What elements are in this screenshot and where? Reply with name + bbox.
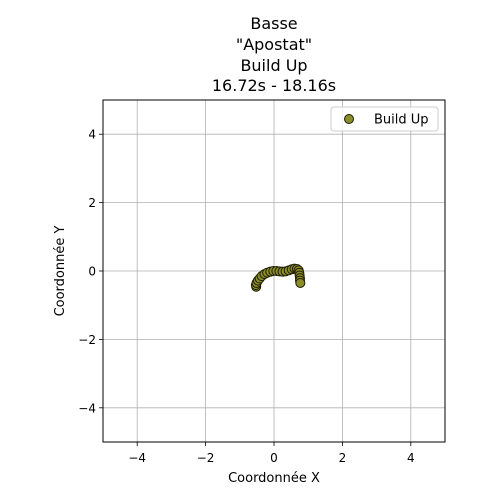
chart-title: Basse "Apostat" Build Up 16.72s - 18.16s <box>212 14 336 95</box>
legend-label: Build Up <box>374 113 429 128</box>
y-axis-label: Coordonnée Y <box>53 226 68 317</box>
y-tick-label: 4 <box>88 128 96 142</box>
chart-title-line-1: Basse <box>250 14 297 33</box>
legend: Build Up <box>330 106 439 132</box>
legend-box <box>330 106 439 132</box>
y-tick-label: −2 <box>78 333 96 347</box>
data-layer <box>250 263 306 292</box>
y-tick-label: 2 <box>88 196 96 210</box>
x-axis-label: Coordonnée X <box>228 471 320 486</box>
scatter-point <box>295 277 306 288</box>
y-axis-ticks: −4 −2 0 2 4 <box>78 128 103 415</box>
chart-title-line-4: 16.72s - 18.16s <box>212 76 336 95</box>
x-tick-label: −4 <box>128 451 146 465</box>
grid <box>103 100 445 442</box>
x-axis-ticks: −4 −2 0 2 4 <box>128 442 415 465</box>
chart-title-line-3: Build Up <box>240 56 307 75</box>
y-tick-label: 0 <box>88 265 96 279</box>
legend-marker <box>344 114 354 124</box>
x-tick-label: −2 <box>197 451 215 465</box>
x-tick-label: 4 <box>407 451 415 465</box>
x-tick-label: 0 <box>270 451 278 465</box>
chart-title-line-2: "Apostat" <box>236 35 312 54</box>
x-tick-label: 2 <box>339 451 347 465</box>
y-tick-label: −4 <box>78 401 96 415</box>
